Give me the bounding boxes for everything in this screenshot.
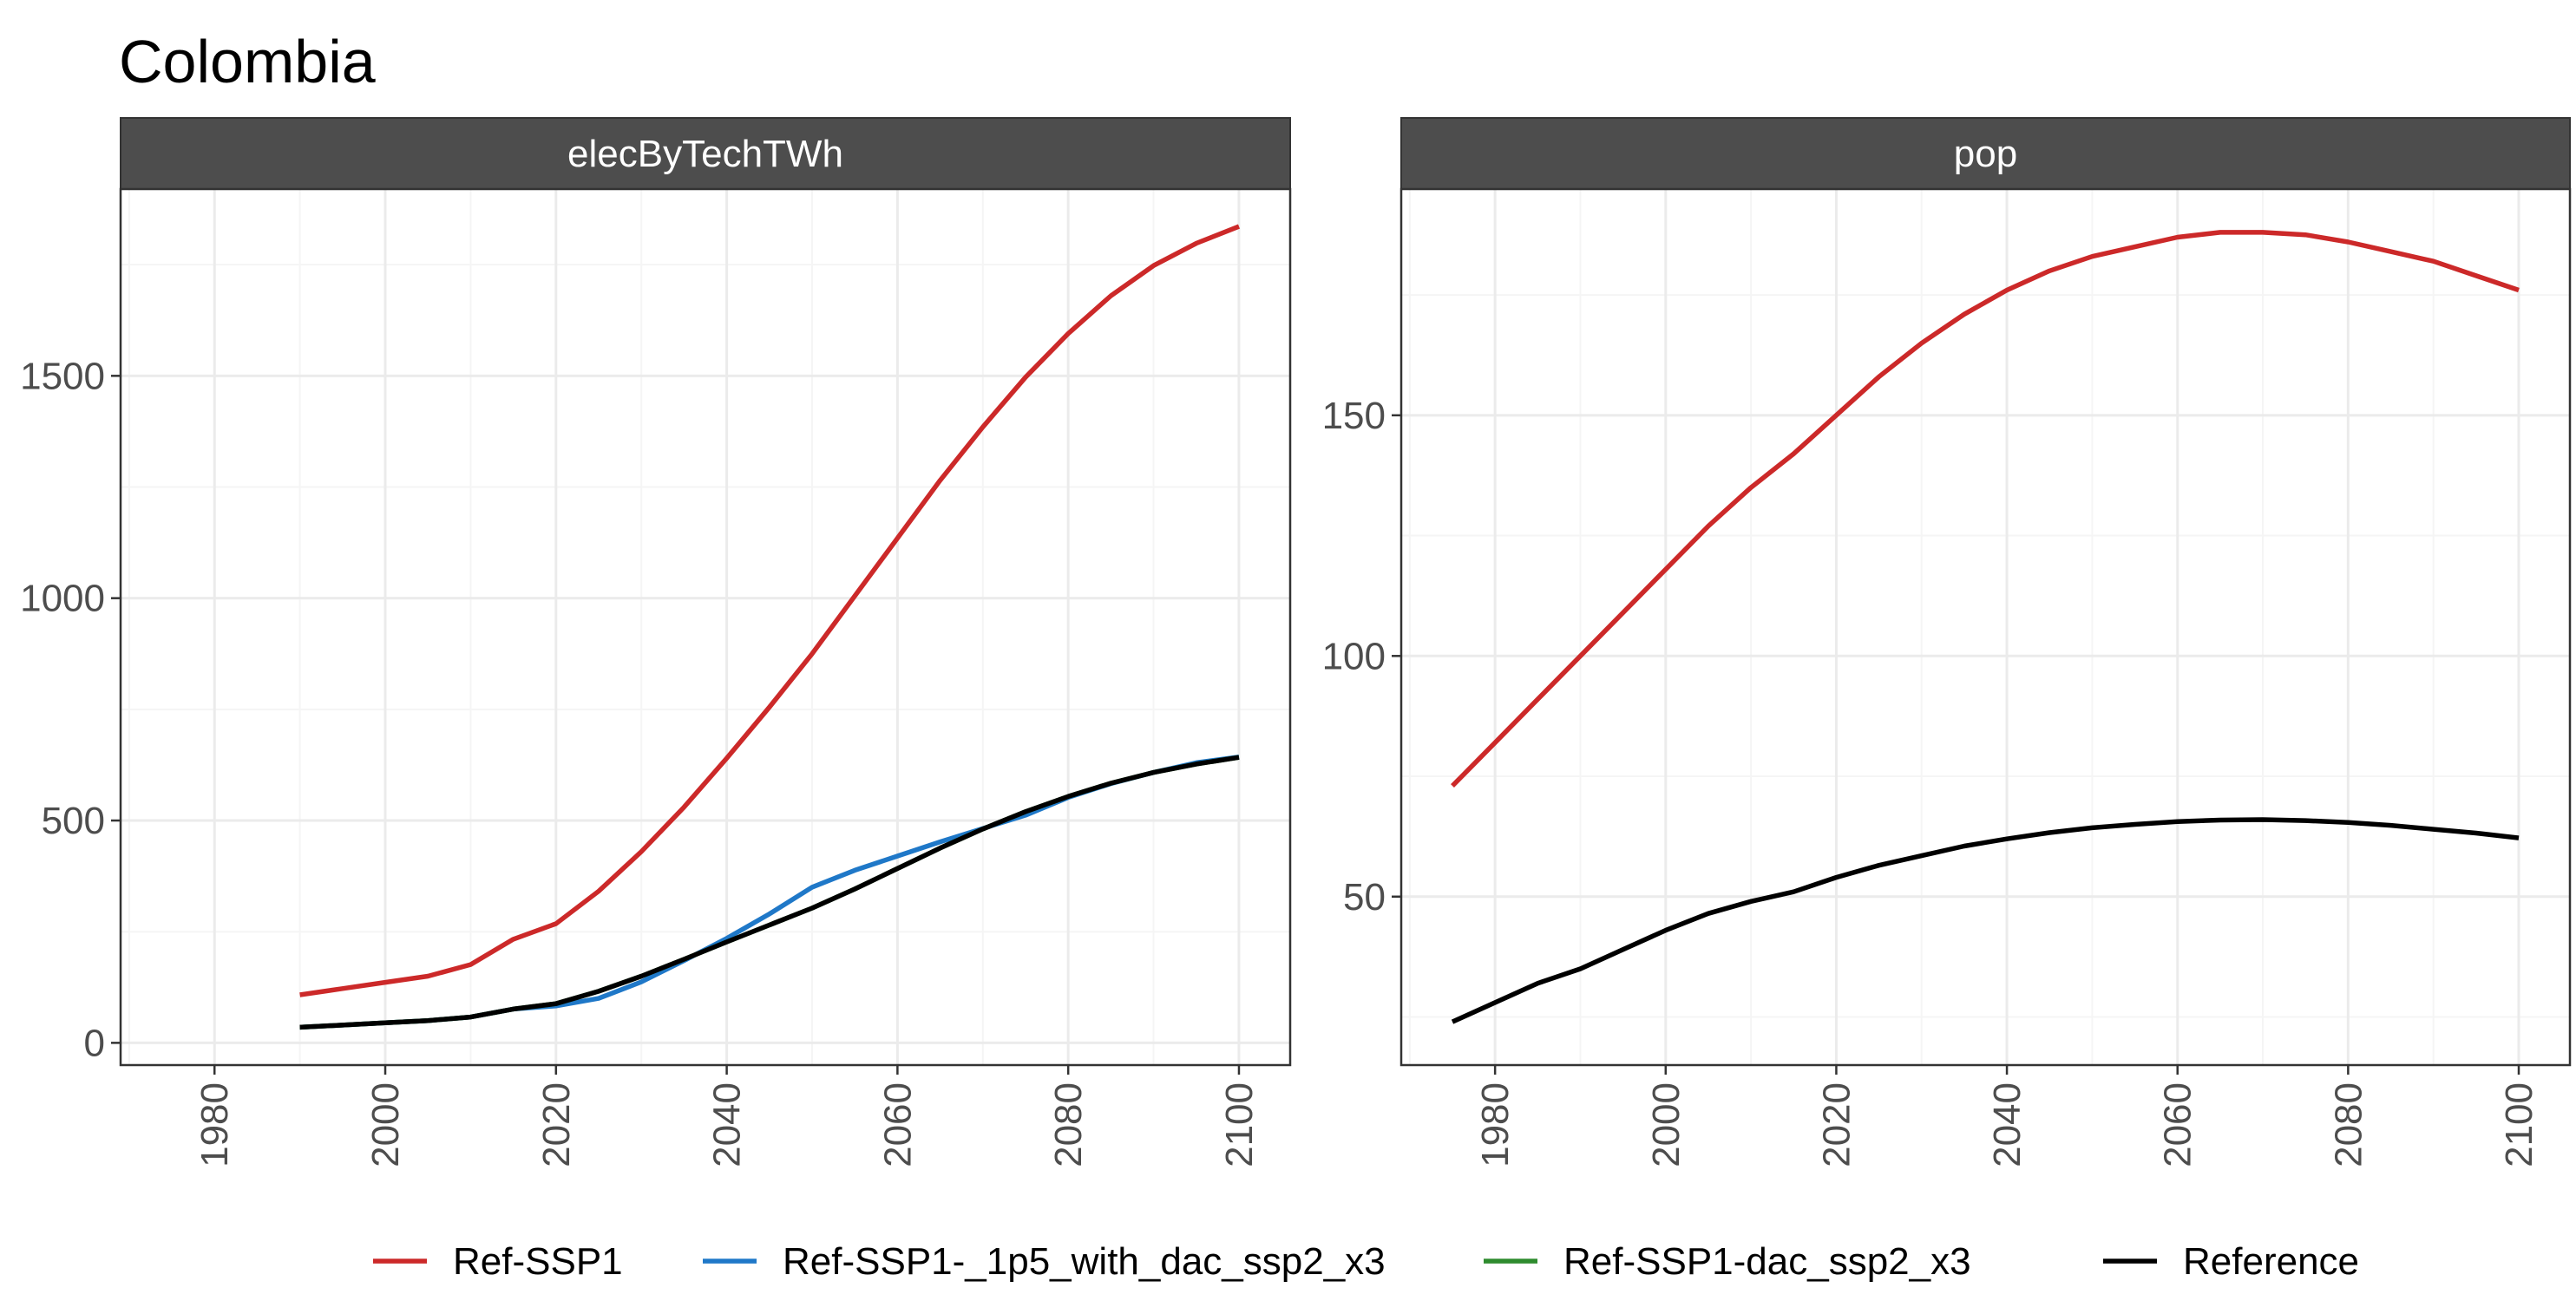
- legend-item: Ref-SSP1-dac_ssp2_x3: [1484, 1240, 1971, 1283]
- panel-border: [119, 187, 1292, 1067]
- x-tick-label: 2100: [2498, 1082, 2540, 1167]
- legend-label: Ref-SSP1: [453, 1240, 623, 1283]
- legend-item: Ref-SSP1: [373, 1240, 623, 1283]
- legend-item: Ref-SSP1-_1p5_with_dac_ssp2_x3: [703, 1240, 1386, 1283]
- x-tick-label: 2080: [1047, 1082, 1090, 1167]
- x-tick-label: 2060: [2157, 1082, 2199, 1167]
- panel-background: [1401, 189, 2570, 1065]
- x-tick-label: 2040: [1986, 1082, 2029, 1167]
- y-tick-label: 100: [1322, 635, 1386, 677]
- series-line-Reference: [299, 755, 1240, 1030]
- legend-label: Reference: [2183, 1240, 2359, 1283]
- y-tick-label: 1000: [20, 578, 105, 620]
- series-line-Reference: [1451, 817, 2520, 1024]
- x-tick-label: 2020: [1815, 1082, 1858, 1167]
- x-tick-label: 2100: [1218, 1082, 1261, 1167]
- x-tick-label: 1980: [193, 1082, 236, 1167]
- x-tick-label: 1980: [1474, 1082, 1517, 1167]
- facet-label: elecByTechTWh: [567, 133, 843, 175]
- x-tick-label: 2000: [1645, 1082, 1688, 1167]
- facet-label: pop: [1954, 133, 2017, 175]
- facet-panels: elecByTechTWh 0 500 1000 1500 1980 2000 2020 204…: [20, 117, 2572, 1167]
- x-tick-label: 2080: [2327, 1082, 2370, 1167]
- x-tick-label: 2060: [876, 1082, 919, 1167]
- legend-item: Reference: [2103, 1240, 2359, 1283]
- y-tick-label: 0: [84, 1022, 105, 1064]
- legend-label: Ref-SSP1-_1p5_with_dac_ssp2_x3: [783, 1240, 1386, 1283]
- facet-strip: [120, 117, 1291, 190]
- legend-label: Ref-SSP1-dac_ssp2_x3: [1563, 1240, 1971, 1283]
- legend: Ref-SSP1 Ref-SSP1-_1p5_with_dac_ssp2_x3 Re…: [373, 1240, 2359, 1283]
- y-tick-label: 150: [1322, 395, 1386, 437]
- x-tick-label: 2000: [364, 1082, 407, 1167]
- panel-background: [121, 189, 1290, 1065]
- y-tick-label: 1500: [20, 355, 105, 397]
- panel-border: [1399, 187, 2572, 1067]
- x-tick-label: 2040: [706, 1082, 749, 1167]
- panel-pop: pop 50 100 150 1980 2000 2020 2040 2060 2080 2100: [1322, 117, 2572, 1167]
- panel-elecByTechTWh: elecByTechTWh 0 500 1000 1500 1980 2000 2020 204…: [20, 117, 1292, 1167]
- x-tick-label: 2020: [535, 1082, 578, 1167]
- series-line-Ref-SSP1: [1451, 230, 2520, 788]
- chart-title: Colombia: [119, 28, 376, 95]
- y-tick-label: 500: [42, 800, 105, 842]
- series-line-Ref-SSP1: [299, 224, 1241, 997]
- y-tick-label: 50: [1343, 876, 1386, 919]
